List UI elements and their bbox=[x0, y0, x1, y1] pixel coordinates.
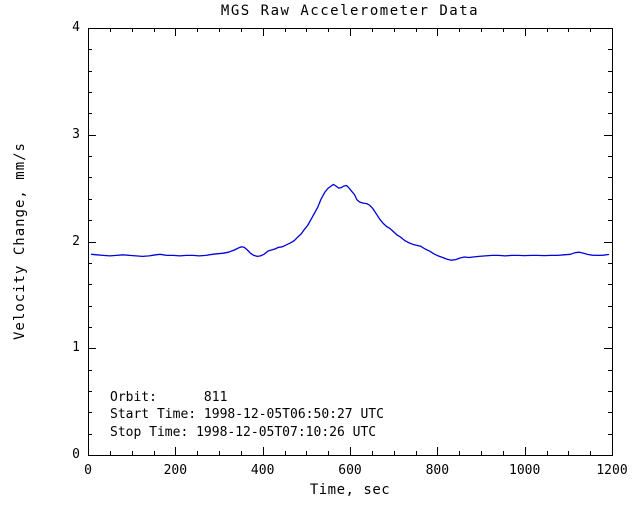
x-tick-label: 800 bbox=[425, 463, 450, 478]
y-tick-label: 4 bbox=[72, 20, 80, 35]
annotation-orbit: Orbit: 811 bbox=[110, 390, 228, 405]
x-tick-label: 600 bbox=[338, 463, 362, 478]
axes bbox=[88, 28, 613, 456]
y-tick-label: 1 bbox=[72, 340, 80, 356]
y-tick-label: 3 bbox=[72, 126, 80, 142]
annotation-start-time: Start Time: 1998-12-05T06:50:27 UTC bbox=[110, 407, 384, 422]
y-axis-title: Velocity Change, mm/s bbox=[12, 142, 28, 341]
x-tick-label: 1200 bbox=[596, 463, 628, 478]
y-tick-label: 0 bbox=[72, 447, 80, 462]
x-tick-label: 400 bbox=[250, 463, 275, 478]
annotation-stop-time: Stop Time: 1998-12-05T07:10:26 UTC bbox=[110, 425, 377, 440]
x-axis-title: Time, sec bbox=[309, 482, 391, 498]
data-series-line bbox=[90, 183, 610, 261]
chart-title: MGS Raw Accelerometer Data bbox=[220, 3, 480, 19]
x-tick-label: 200 bbox=[163, 463, 188, 478]
data-series bbox=[90, 183, 610, 261]
y-tick-label: 2 bbox=[72, 233, 80, 249]
x-tick-label: 1000 bbox=[509, 463, 541, 478]
x-tick-label: 0 bbox=[84, 463, 92, 478]
